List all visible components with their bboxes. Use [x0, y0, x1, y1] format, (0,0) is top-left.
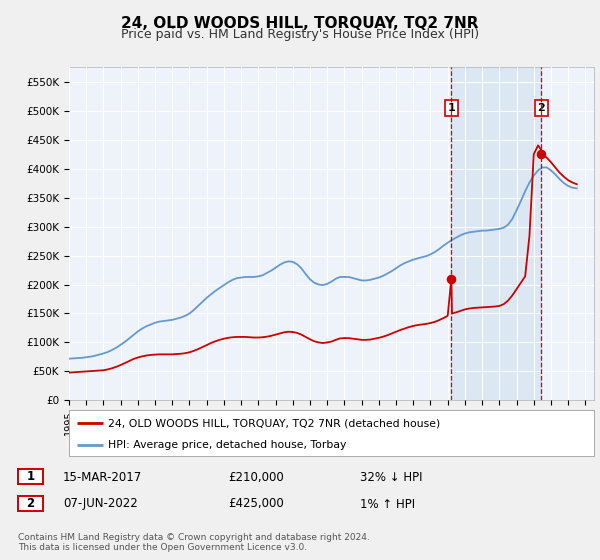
- Text: 1% ↑ HPI: 1% ↑ HPI: [360, 497, 415, 511]
- Text: 2: 2: [538, 103, 545, 113]
- Text: Contains HM Land Registry data © Crown copyright and database right 2024.: Contains HM Land Registry data © Crown c…: [18, 533, 370, 542]
- Text: £210,000: £210,000: [228, 470, 284, 484]
- Text: HPI: Average price, detached house, Torbay: HPI: Average price, detached house, Torb…: [109, 440, 347, 450]
- Point: [536, 150, 546, 158]
- Text: £425,000: £425,000: [228, 497, 284, 511]
- Text: 07-JUN-2022: 07-JUN-2022: [63, 497, 138, 511]
- Text: This data is licensed under the Open Government Licence v3.0.: This data is licensed under the Open Gov…: [18, 543, 307, 552]
- Text: 1: 1: [448, 103, 455, 113]
- Text: Price paid vs. HM Land Registry's House Price Index (HPI): Price paid vs. HM Land Registry's House …: [121, 28, 479, 41]
- Text: 2: 2: [26, 497, 35, 510]
- Bar: [451, 67, 541, 400]
- Text: 32% ↓ HPI: 32% ↓ HPI: [360, 470, 422, 484]
- Text: 24, OLD WOODS HILL, TORQUAY, TQ2 7NR (detached house): 24, OLD WOODS HILL, TORQUAY, TQ2 7NR (de…: [109, 418, 440, 428]
- Point: [446, 274, 456, 283]
- Text: 24, OLD WOODS HILL, TORQUAY, TQ2 7NR: 24, OLD WOODS HILL, TORQUAY, TQ2 7NR: [121, 16, 479, 31]
- Text: 1: 1: [26, 470, 35, 483]
- Text: 15-MAR-2017: 15-MAR-2017: [63, 470, 142, 484]
